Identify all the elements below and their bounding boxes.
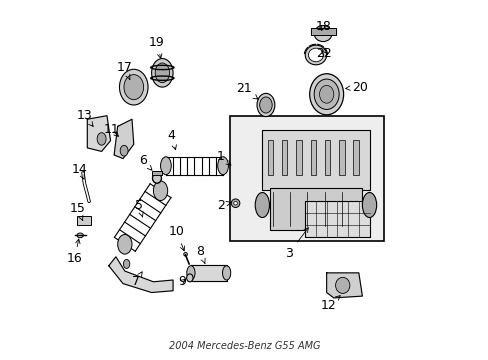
Ellipse shape bbox=[155, 63, 169, 83]
Text: 12: 12 bbox=[320, 296, 340, 312]
Bar bbox=[339, 140, 344, 175]
Ellipse shape bbox=[123, 260, 130, 269]
Text: 14: 14 bbox=[71, 163, 87, 179]
Bar bbox=[324, 140, 329, 175]
Text: 17: 17 bbox=[116, 61, 132, 80]
Text: 2: 2 bbox=[217, 198, 230, 212]
Bar bbox=[310, 28, 335, 35]
Ellipse shape bbox=[77, 233, 83, 238]
FancyBboxPatch shape bbox=[269, 188, 362, 230]
Ellipse shape bbox=[160, 157, 171, 175]
Bar bbox=[282, 140, 287, 175]
Ellipse shape bbox=[123, 75, 143, 100]
Text: 1: 1 bbox=[216, 150, 230, 165]
Ellipse shape bbox=[257, 93, 274, 117]
Text: 10: 10 bbox=[168, 225, 184, 251]
Ellipse shape bbox=[259, 97, 272, 113]
Text: 19: 19 bbox=[149, 36, 164, 59]
Text: 13: 13 bbox=[77, 109, 93, 126]
Polygon shape bbox=[190, 265, 226, 281]
Text: 7: 7 bbox=[131, 272, 142, 288]
Ellipse shape bbox=[319, 85, 333, 103]
Polygon shape bbox=[87, 116, 110, 152]
Ellipse shape bbox=[183, 252, 187, 256]
Ellipse shape bbox=[308, 48, 323, 62]
Ellipse shape bbox=[335, 277, 349, 293]
Text: 4: 4 bbox=[167, 129, 176, 150]
Text: 18: 18 bbox=[315, 20, 331, 33]
Ellipse shape bbox=[313, 26, 331, 41]
Ellipse shape bbox=[120, 145, 128, 156]
Ellipse shape bbox=[153, 181, 167, 201]
Ellipse shape bbox=[362, 193, 376, 217]
Circle shape bbox=[231, 199, 240, 207]
Bar bbox=[310, 140, 315, 175]
Bar bbox=[296, 140, 301, 175]
Text: 9: 9 bbox=[178, 275, 185, 288]
Text: 20: 20 bbox=[345, 81, 367, 94]
Text: 16: 16 bbox=[67, 239, 82, 265]
Text: 15: 15 bbox=[69, 202, 85, 221]
Text: 22: 22 bbox=[315, 47, 331, 60]
Text: 6: 6 bbox=[139, 154, 152, 170]
Ellipse shape bbox=[97, 133, 106, 145]
Ellipse shape bbox=[186, 274, 193, 282]
Bar bbox=[267, 140, 272, 175]
Ellipse shape bbox=[119, 69, 148, 105]
Ellipse shape bbox=[217, 157, 228, 175]
Bar bbox=[151, 171, 162, 175]
Ellipse shape bbox=[222, 266, 230, 280]
Polygon shape bbox=[326, 273, 362, 298]
Bar bbox=[353, 140, 358, 175]
Bar bbox=[77, 216, 91, 225]
Polygon shape bbox=[108, 257, 173, 293]
FancyBboxPatch shape bbox=[262, 130, 369, 190]
FancyBboxPatch shape bbox=[305, 202, 369, 237]
Ellipse shape bbox=[118, 234, 132, 254]
Ellipse shape bbox=[313, 79, 339, 109]
Ellipse shape bbox=[152, 173, 161, 183]
Ellipse shape bbox=[186, 266, 195, 280]
Text: 11: 11 bbox=[103, 123, 119, 136]
Text: 3: 3 bbox=[285, 228, 308, 260]
Ellipse shape bbox=[309, 74, 343, 115]
Circle shape bbox=[233, 202, 237, 205]
Text: 8: 8 bbox=[196, 245, 204, 264]
Ellipse shape bbox=[305, 45, 326, 65]
Text: 5: 5 bbox=[135, 198, 143, 217]
Polygon shape bbox=[114, 119, 134, 158]
Text: 21: 21 bbox=[235, 82, 258, 99]
Ellipse shape bbox=[255, 193, 269, 217]
FancyBboxPatch shape bbox=[230, 116, 383, 241]
Text: 2004 Mercedes-Benz G55 AMG: 2004 Mercedes-Benz G55 AMG bbox=[168, 342, 320, 351]
Ellipse shape bbox=[151, 59, 173, 87]
